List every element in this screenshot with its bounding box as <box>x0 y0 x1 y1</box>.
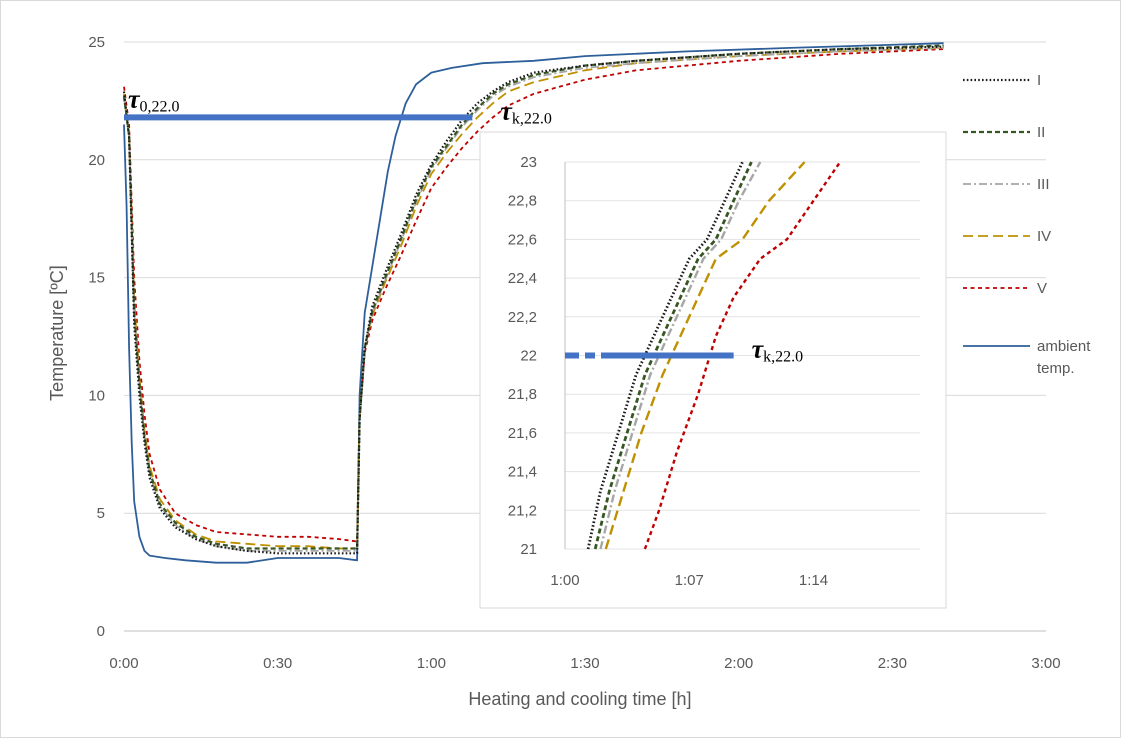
inset-annotation-tau-k: τk,22.0 <box>752 335 804 366</box>
main-series-lines <box>122 42 944 564</box>
inset-series-line <box>604 161 806 550</box>
inset-series-line <box>593 161 753 550</box>
inset-y-tick-label: 21 <box>520 541 537 558</box>
legend-label: III <box>1037 176 1050 193</box>
legend-label: V <box>1037 280 1047 297</box>
main-series-line <box>122 44 944 550</box>
main-y-tick-label: 0 <box>97 623 105 640</box>
inset-y-tick-labels: 21 21,2 21,4 21,6 21,8 22 22,2 22,4 22,6 22,8 23 <box>508 154 537 558</box>
main-annotations: τ0,22.0 τk,22.0 <box>128 84 552 127</box>
main-x-tick-label: 2:00 <box>724 655 753 672</box>
main-x-tick-label: 0:00 <box>109 655 138 672</box>
main-y-tick-label: 10 <box>88 387 105 404</box>
legend-label: II <box>1037 124 1045 141</box>
inset-y-tick-label: 21,2 <box>508 502 537 519</box>
inset-series-lines <box>586 161 842 550</box>
inset-x-tick-label: 1:00 <box>550 572 579 589</box>
main-x-tick-label: 0:30 <box>263 655 292 672</box>
main-series-line <box>123 47 944 552</box>
inset-x-tick-label: 1:14 <box>799 572 828 589</box>
legend-label: IV <box>1037 228 1051 245</box>
inset-series-line <box>643 161 842 550</box>
inset-y-tick-label: 22,2 <box>508 309 537 326</box>
main-x-tick-label: 1:00 <box>417 655 446 672</box>
main-x-tick-label: 3:00 <box>1031 655 1060 672</box>
main-y-tick-label: 15 <box>88 270 105 287</box>
inset-chart-box <box>479 131 947 609</box>
main-series-line <box>123 48 944 543</box>
x-axis-title: Heating and cooling time [h] <box>468 689 691 709</box>
main-y-tick-labels: 0 5 10 15 20 25 <box>88 34 105 640</box>
inset-gridlines <box>565 161 920 550</box>
annotation-tau-0: τ0,22.0 <box>128 84 180 115</box>
inset-y-tick-label: 21,6 <box>508 425 537 442</box>
inset-y-tick-label: 21,4 <box>508 464 537 481</box>
inset-y-tick-label: 22 <box>520 348 537 365</box>
legend-label: ambient temp. <box>1037 338 1091 377</box>
main-x-tick-labels: 0:00 0:30 1:00 1:30 2:00 2:30 3:00 <box>109 655 1060 672</box>
inset-series-line <box>599 161 762 550</box>
main-x-tick-label: 2:30 <box>878 655 907 672</box>
inset-y-tick-label: 22,4 <box>508 270 537 287</box>
inset-y-tick-label: 21,8 <box>508 386 537 403</box>
main-y-tick-label: 5 <box>97 505 105 522</box>
main-x-tick-label: 1:30 <box>570 655 599 672</box>
annotation-tau-k: τk,22.0 <box>500 96 552 127</box>
main-y-tick-label: 20 <box>88 152 105 169</box>
inset-y-tick-label: 23 <box>520 154 537 171</box>
inset-annotations: τk,22.0 <box>752 335 804 366</box>
inset-y-tick-label: 22,8 <box>508 193 537 210</box>
legend-label: I <box>1037 72 1041 89</box>
inset-x-tick-label: 1:07 <box>675 572 704 589</box>
main-series-line <box>122 45 944 555</box>
inset-series-line <box>586 161 744 550</box>
main-y-tick-label: 25 <box>88 34 105 51</box>
y-axis-title: Temperature [ºC] <box>47 265 67 401</box>
main-series-line <box>123 47 944 550</box>
inset-y-tick-label: 22,6 <box>508 231 537 248</box>
inset-x-tick-labels: 1:00 1:07 1:14 <box>550 572 828 589</box>
